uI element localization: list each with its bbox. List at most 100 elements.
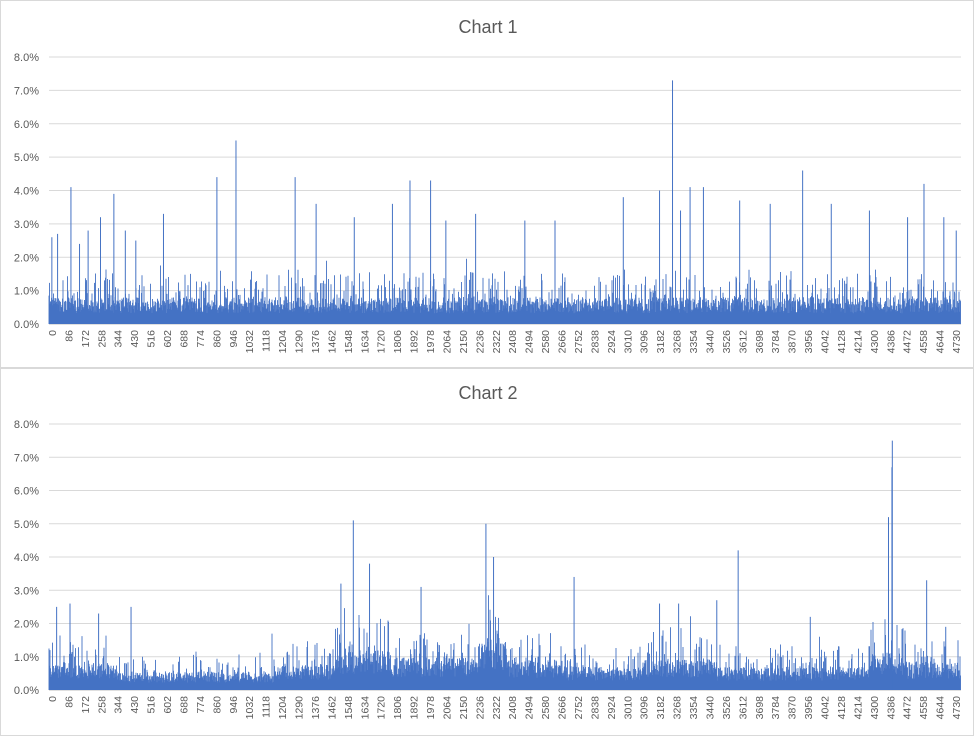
chart-2-x-tick-label: 1978	[425, 696, 437, 720]
chart-2-x-tick-label: 3096	[639, 696, 651, 720]
chart-2-x-tick-label: 2236	[474, 696, 486, 720]
chart-1-x-tick-label: 3526	[721, 330, 733, 354]
chart-1-x-tick-label: 430	[129, 330, 141, 348]
chart-2-x-tick-label: 4558	[918, 696, 930, 720]
chart-2-x-tick-label: 4644	[935, 696, 947, 720]
chart-1-x-tick-label: 860	[211, 330, 223, 348]
chart-1-y-tick-label: 6.0%	[14, 119, 39, 131]
chart-1-x-tick-label: 516	[146, 330, 158, 348]
chart-2-y-tick-label: 6.0%	[14, 486, 39, 498]
chart-2-x-tick-label: 2150	[458, 696, 470, 720]
chart-2-x-tick-label: 2494	[524, 696, 536, 720]
chart-2-x-tick-label: 1204	[277, 696, 289, 720]
chart-1-y-tick-label: 7.0%	[14, 85, 39, 97]
chart-1-x-tick-label: 2666	[557, 330, 569, 354]
chart-1-x-tick-label: 3698	[754, 330, 766, 354]
chart-1-x-tick-label: 2236	[474, 330, 486, 354]
chart-2-x-tick-label: 1892	[409, 696, 421, 720]
chart-1-x-tick-label: 2408	[507, 330, 519, 354]
chart-2-x-tick-label: 2752	[573, 696, 585, 720]
chart-2-x-tick-label: 1806	[392, 696, 404, 720]
chart-2-x-tick-label: 4730	[951, 696, 963, 720]
chart-2-bars	[48, 440, 961, 690]
chart-2-x-tick-label: 602	[162, 696, 174, 714]
chart-2-x-tick-label: 3440	[705, 696, 717, 720]
chart-1-y-tick-label: 8.0%	[14, 52, 39, 64]
chart-2-x-tick-label: 688	[179, 696, 191, 714]
chart-1-x-tick-label: 3870	[787, 330, 799, 354]
chart-1-x-tick-label: 4128	[836, 330, 848, 354]
chart-1-x-tick-label: 1032	[244, 330, 256, 354]
chart-1-x-tick-label: 3784	[770, 330, 782, 354]
chart-1-y-tick-label: 4.0%	[14, 186, 39, 198]
chart-1-svg: Chart 1 0.0% 1.0% 2.0% 3.0% 4.0% 5.0% 6.0% 7.0%…	[14, 17, 963, 354]
chart-1-y-tick-label: 5.0%	[14, 152, 39, 164]
chart-2-x-tick-label: 4128	[836, 696, 848, 720]
chart-1-x-tick-label: 774	[195, 330, 207, 348]
chart-1-x-axis: 0 86 172 258 344 430 516 602 688 774 860 946 1032 111…	[47, 330, 963, 354]
chart-1-x-tick-label: 2924	[606, 330, 618, 354]
chart-1-x-tick-label: 1548	[343, 330, 355, 354]
chart-2-x-tick-label: 3526	[721, 696, 733, 720]
chart-2-svg: Chart 2 0.0% 1.0% 2.0% 3.0% 4.0% 5.0% 6.0% 7.0%…	[14, 383, 963, 720]
chart-1-x-tick-label: 1462	[326, 330, 338, 354]
chart-1-x-tick-label: 258	[96, 330, 108, 348]
chart-1-x-tick-label: 3354	[688, 330, 700, 354]
chart-1-x-tick-label: 4472	[902, 330, 914, 354]
chart-1-x-tick-label: 4644	[935, 330, 947, 354]
chart-1-x-tick-label: 602	[162, 330, 174, 348]
chart-1-x-tick-label: 2838	[589, 330, 601, 354]
chart-2-x-tick-label: 2838	[589, 696, 601, 720]
chart-2-x-tick-label: 1032	[244, 696, 256, 720]
chart-1-x-tick-label: 4300	[869, 330, 881, 354]
chart-2-y-tick-label: 1.0%	[14, 652, 39, 664]
chart-2-title: Chart 2	[458, 383, 517, 403]
chart-1-x-tick-label: 2580	[540, 330, 552, 354]
chart-1-x-tick-label: 4558	[918, 330, 930, 354]
chart-2-y-tick-label: 7.0%	[14, 452, 39, 464]
chart-2-x-tick-label: 2580	[540, 696, 552, 720]
chart-2-x-tick-label: 1548	[343, 696, 355, 720]
chart-1-x-tick-label: 2494	[524, 330, 536, 354]
chart-2-y-tick-label: 2.0%	[14, 619, 39, 631]
chart-2-x-tick-label: 2064	[442, 696, 454, 720]
chart-1-x-tick-label: 1634	[359, 330, 371, 354]
chart-1-x-tick-label: 1978	[425, 330, 437, 354]
chart-2-y-axis: 0.0% 1.0% 2.0% 3.0% 4.0% 5.0% 6.0% 7.0% 8.0%	[14, 419, 39, 697]
chart-2-x-tick-label: 860	[211, 696, 223, 714]
chart-1-y-tick-label: 1.0%	[14, 286, 39, 298]
chart-2-x-tick-label: 1634	[359, 696, 371, 720]
chart-1-x-tick-label: 4214	[852, 330, 864, 354]
chart-1-title: Chart 1	[458, 17, 517, 37]
chart-1-x-tick-label: 1892	[409, 330, 421, 354]
chart-2-x-tick-label: 1720	[376, 696, 388, 720]
chart-2-x-tick-label: 0	[47, 696, 59, 702]
chart-2-x-tick-label: 4042	[820, 696, 832, 720]
chart-2-x-tick-label: 2924	[606, 696, 618, 720]
chart-1-x-tick-label: 2322	[491, 330, 503, 354]
chart-2-x-tick-label: 3268	[672, 696, 684, 720]
chart-1-x-tick-label: 1204	[277, 330, 289, 354]
chart-1-x-tick-label: 3096	[639, 330, 651, 354]
chart-1-x-tick-label: 3440	[705, 330, 717, 354]
chart-1-y-tick-label: 3.0%	[14, 219, 39, 231]
chart-2-y-tick-label: 3.0%	[14, 585, 39, 597]
chart-2-y-tick-label: 8.0%	[14, 419, 39, 431]
chart-2-y-tick-label: 5.0%	[14, 519, 39, 531]
chart-1-x-tick-label: 344	[113, 330, 125, 348]
chart-2-x-tick-label: 3354	[688, 696, 700, 720]
chart-2-y-tick-label: 0.0%	[14, 685, 39, 697]
chart-2-x-tick-label: 86	[63, 696, 75, 708]
chart-1-bar-series	[48, 258, 961, 324]
chart-1-gridlines	[49, 56, 961, 325]
chart-1-x-tick-label: 1118	[261, 330, 273, 352]
chart-2-x-tick-label: 4472	[902, 696, 914, 720]
chart-1-panel: Chart 1 0.0% 1.0% 2.0% 3.0% 4.0% 5.0% 6.0% 7.0%…	[0, 0, 974, 368]
chart-1-y-tick-label: 0.0%	[14, 319, 39, 331]
chart-2-x-tick-label: 946	[228, 696, 240, 714]
chart-2-x-tick-label: 344	[113, 696, 125, 714]
chart-2-x-tick-label: 3784	[770, 696, 782, 720]
chart-2-x-tick-label: 3010	[622, 696, 634, 720]
chart-1-x-tick-label: 1720	[376, 330, 388, 354]
chart-1-x-tick-label: 2150	[458, 330, 470, 354]
